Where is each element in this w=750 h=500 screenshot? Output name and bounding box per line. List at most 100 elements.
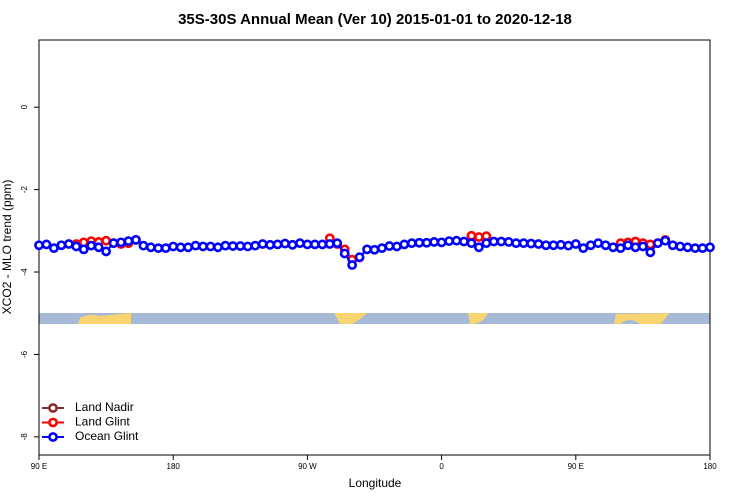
data-point — [123, 236, 134, 247]
data-point — [138, 240, 149, 251]
data-point — [503, 237, 514, 247]
data-point — [518, 238, 529, 249]
legend-label: Land Glint — [75, 415, 130, 429]
data-point — [496, 236, 507, 247]
data-point — [533, 239, 544, 249]
data-point — [78, 244, 89, 255]
data-point — [377, 243, 387, 254]
data-point — [384, 241, 395, 251]
land-patch — [78, 313, 131, 324]
data-point — [473, 242, 484, 253]
data-point — [101, 235, 111, 246]
y-tick-label: -8 — [20, 433, 29, 441]
data-point — [153, 243, 164, 254]
data-point — [473, 232, 484, 242]
data-point — [630, 242, 641, 253]
data-point — [347, 260, 358, 270]
data-point — [86, 240, 97, 251]
data-point — [585, 240, 596, 251]
data-point — [660, 235, 671, 246]
data-point — [145, 242, 156, 253]
legend-label: Ocean Glint — [75, 429, 139, 443]
legend-marker — [48, 403, 58, 413]
data-point — [175, 242, 186, 253]
data-point — [369, 244, 380, 255]
data-point — [421, 237, 432, 248]
data-point — [600, 240, 611, 251]
land-patch — [468, 313, 488, 324]
data-point — [511, 238, 522, 249]
data-point — [667, 240, 678, 251]
data-point — [227, 241, 238, 251]
data-point — [675, 241, 686, 252]
land-ocean-band — [39, 313, 710, 324]
data-point — [638, 241, 648, 252]
data-point — [49, 243, 59, 254]
x-tick-label: 90 E — [568, 462, 584, 471]
data-point — [615, 243, 626, 254]
data-point — [526, 238, 536, 249]
data-point — [280, 238, 290, 249]
y-tick-label: 0 — [20, 104, 29, 109]
data-point — [183, 242, 194, 253]
data-point — [235, 241, 246, 251]
y-tick-label: -4 — [20, 268, 29, 276]
x-tick-label: 90 E — [31, 462, 47, 471]
y-tick-label: -2 — [20, 185, 29, 193]
data-point — [160, 243, 171, 254]
data-point — [406, 238, 417, 249]
data-point — [697, 243, 708, 254]
data-point — [362, 244, 372, 255]
data-point — [652, 238, 663, 249]
data-point — [444, 236, 454, 247]
data-point — [198, 241, 208, 252]
data-point — [257, 239, 268, 249]
data-point — [690, 243, 700, 254]
data-point — [563, 240, 574, 251]
legend-label: Land Nadir — [75, 400, 134, 414]
x-tick-label: 90 W — [298, 462, 317, 471]
data-point — [399, 239, 410, 250]
data-point — [71, 241, 82, 252]
data-point — [220, 240, 231, 251]
data-point — [242, 241, 253, 252]
data-point — [272, 239, 283, 250]
data-point — [116, 237, 126, 248]
data-point — [295, 238, 305, 249]
x-tick-label: 180 — [167, 462, 181, 471]
data-point — [705, 242, 715, 253]
data-point — [391, 241, 402, 252]
data-point — [108, 238, 119, 249]
data-point — [309, 239, 320, 250]
data-point — [101, 246, 111, 257]
data-point — [436, 237, 447, 248]
data-point — [645, 247, 656, 258]
legend-marker — [48, 417, 58, 428]
data-point — [324, 239, 335, 249]
data-point — [317, 239, 328, 250]
data-point — [466, 238, 477, 249]
y-axis-label: XCO2 - MLO trend (ppm) — [0, 180, 14, 315]
data-point — [459, 236, 469, 247]
data-point — [287, 239, 298, 250]
legend-marker — [48, 432, 58, 442]
data-point — [213, 242, 223, 253]
data-point — [548, 240, 559, 251]
data-point — [623, 240, 633, 251]
data-point — [593, 238, 604, 249]
data-point — [168, 241, 179, 252]
data-point — [302, 239, 313, 250]
data-point — [541, 240, 551, 251]
data-point — [265, 239, 276, 250]
data-point — [34, 240, 44, 251]
data-point — [56, 240, 67, 251]
land-patch — [334, 313, 367, 324]
data-point — [332, 238, 343, 249]
data-point — [131, 234, 141, 245]
land-patch — [614, 313, 669, 324]
data-point — [41, 239, 52, 250]
ocean-strip — [39, 313, 710, 324]
data-point — [190, 240, 201, 251]
data-point — [451, 235, 462, 246]
